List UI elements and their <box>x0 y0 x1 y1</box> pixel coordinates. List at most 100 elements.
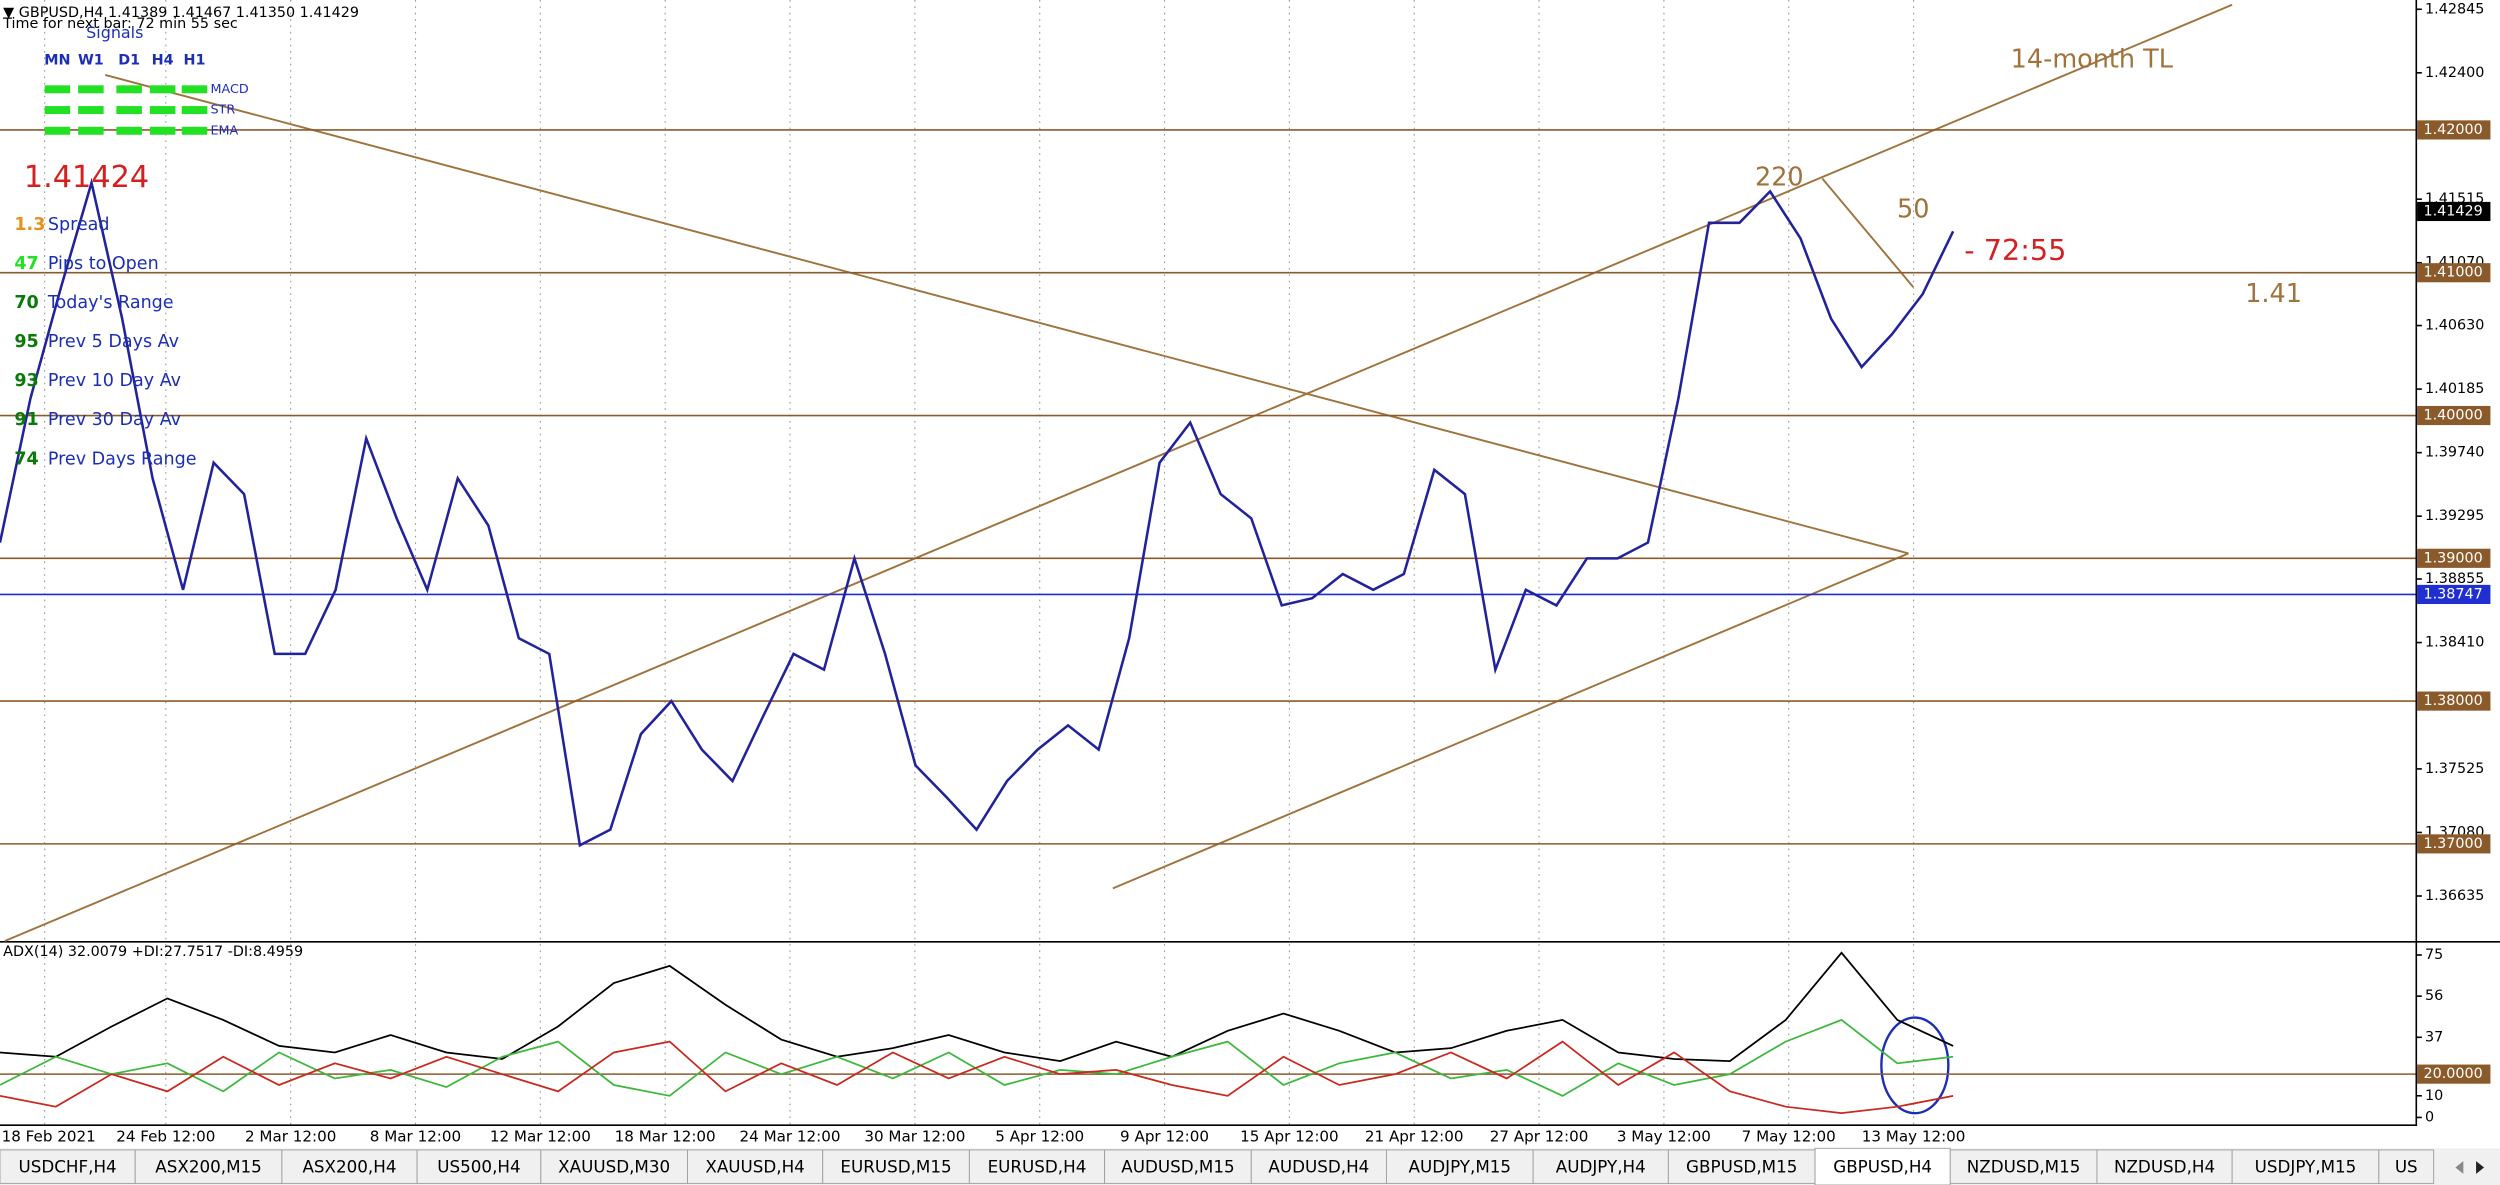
chart-tab[interactable] <box>281 1149 418 1184</box>
signal-dash <box>78 85 104 94</box>
x-tick-label: 8 Mar 12:00 <box>370 1128 461 1146</box>
chart-tab[interactable] <box>134 1149 283 1184</box>
signal-dash <box>149 85 176 94</box>
timeframe-label: H4 <box>152 53 174 69</box>
chart-tab[interactable] <box>1532 1149 1669 1184</box>
stat-value: 93 <box>14 371 38 391</box>
stat-label: Prev 5 Days Av <box>48 332 179 352</box>
signal-dash <box>44 106 71 115</box>
chart-tab-label[interactable]: ASX200,H4 <box>302 1156 396 1176</box>
chart-tab-label[interactable]: GBPUSD,M15 <box>1686 1156 1797 1176</box>
stat-label: Prev Days Range <box>48 449 197 469</box>
chart-tab-label[interactable]: US <box>2395 1156 2418 1176</box>
x-tick-label: 7 May 12:00 <box>1742 1128 1836 1146</box>
y-tick-label: 1.42400 <box>2425 65 2484 81</box>
chart-tab[interactable] <box>822 1149 970 1184</box>
signal-dash <box>44 126 71 135</box>
x-tick-label: 30 Mar 12:00 <box>864 1128 965 1146</box>
x-tick-label: 2 Mar 12:00 <box>245 1128 336 1146</box>
timeframe-label: D1 <box>118 53 140 69</box>
signal-dash <box>44 85 71 94</box>
chart-tab-label[interactable]: NZDUSD,M15 <box>1967 1156 2081 1176</box>
chart-tab-label[interactable]: USDJPY,M15 <box>2255 1156 2357 1176</box>
x-tick-label: 21 Apr 12:00 <box>1365 1128 1464 1146</box>
chart-tab-label[interactable]: AUDUSD,H4 <box>1268 1156 1369 1176</box>
stat-value: 70 <box>14 293 38 313</box>
stat-label: Spread <box>48 215 110 235</box>
level-label: 1.39000 <box>2423 550 2482 566</box>
chart-tab[interactable] <box>1386 1149 1534 1184</box>
trend-line <box>4 3 2233 942</box>
y-tick-label: 1.40185 <box>2425 381 2484 397</box>
signal-dash <box>116 106 142 115</box>
annotation: 220 <box>1755 163 1804 193</box>
x-tick-label: 27 Apr 12:00 <box>1490 1128 1589 1146</box>
y-tick-label: 1.38410 <box>2425 635 2484 651</box>
chart-tab-label[interactable]: AUDJPY,M15 <box>1409 1156 1511 1176</box>
chart-tab-label[interactable]: EURUSD,M15 <box>840 1156 951 1176</box>
level-label-box <box>2417 834 2491 854</box>
signal-dash <box>181 126 208 135</box>
chart-tab-label[interactable]: NZDUSD,H4 <box>2114 1156 2215 1176</box>
signal-dash <box>78 106 104 115</box>
chart-tab-label[interactable]: USDCHF,H4 <box>19 1156 117 1176</box>
signal-row-label: STR <box>210 103 235 118</box>
trend-lines <box>4 3 2233 942</box>
y-tick-label: 75 <box>2425 947 2443 963</box>
level-label-box <box>2417 1064 2491 1084</box>
tab-scroll-right[interactable] <box>2476 1161 2485 1174</box>
series-line <box>0 951 1954 1062</box>
highlight-ellipse <box>1880 1016 1950 1115</box>
stat-value: 95 <box>14 332 38 352</box>
level-label: 1.38000 <box>2423 693 2482 709</box>
chart-tab[interactable] <box>2378 1149 2435 1184</box>
chart-tab-label[interactable]: US500,H4 <box>437 1156 520 1176</box>
chart-tab[interactable] <box>416 1149 542 1184</box>
level-label: 1.40000 <box>2423 408 2482 424</box>
chart-tab[interactable] <box>0 1149 136 1184</box>
level-label-box <box>2417 548 2491 568</box>
chart-tab[interactable] <box>687 1149 824 1184</box>
y-tick-label: 1.40630 <box>2425 318 2484 334</box>
y-tick-label: 1.39740 <box>2425 445 2484 461</box>
chart-tab-label[interactable]: GBPUSD,H4 <box>1833 1156 1932 1176</box>
signal-row-label: MACD <box>210 82 248 97</box>
annotation: 14-month TL <box>2011 45 2174 75</box>
x-tick-label: 24 Feb 12:00 <box>116 1128 215 1146</box>
x-tick-label: 18 Feb 2021 <box>2 1128 96 1146</box>
chart-tab-label[interactable]: AUDUSD,M15 <box>1121 1156 1234 1176</box>
signal-dash <box>181 85 208 94</box>
chart-tab[interactable] <box>2096 1149 2233 1184</box>
y-tick-label: 1.38855 <box>2425 571 2484 587</box>
chart-tab[interactable] <box>1949 1149 2098 1184</box>
annotation: 1.41 <box>2245 279 2302 309</box>
current-price-display: 1.41424 <box>24 160 149 195</box>
level-label: 1.41000 <box>2423 265 2482 281</box>
x-tick-label: 15 Apr 12:00 <box>1240 1128 1339 1146</box>
current-price-label: 1.41429 <box>2423 203 2482 219</box>
chart-tab[interactable] <box>1104 1149 1252 1184</box>
chart-tab-label[interactable]: ASX200,M15 <box>155 1156 262 1176</box>
chart-tab[interactable] <box>1814 1147 1951 1185</box>
level-label-box <box>2417 691 2491 711</box>
chart-tab-label[interactable]: AUDJPY,H4 <box>1556 1156 1646 1176</box>
series-line <box>0 1018 1954 1097</box>
signal-dash <box>78 126 104 135</box>
y-tick-label: 56 <box>2425 988 2443 1004</box>
x-tick-label: 9 Apr 12:00 <box>1120 1128 1209 1146</box>
chart-tab-label[interactable]: XAUUSD,M30 <box>558 1156 670 1176</box>
chart-tab-label[interactable]: XAUUSD,H4 <box>705 1156 804 1176</box>
tab-scroll-left[interactable] <box>2455 1161 2464 1174</box>
signal-dash <box>116 85 142 94</box>
chart-tab[interactable] <box>2231 1149 2380 1184</box>
trend-line <box>1821 178 1914 288</box>
signal-dash <box>149 126 176 135</box>
y-tick-label: 10 <box>2425 1088 2443 1104</box>
level-label-box <box>2417 263 2491 283</box>
chart-tab-label[interactable]: EURUSD,H4 <box>988 1156 1087 1176</box>
level-label: 1.38747 <box>2423 586 2482 602</box>
symbol-info: ▼ GBPUSD,H4 1.41389 1.41467 1.41350 1.41… <box>3 5 359 21</box>
stat-value: 91 <box>14 410 38 430</box>
